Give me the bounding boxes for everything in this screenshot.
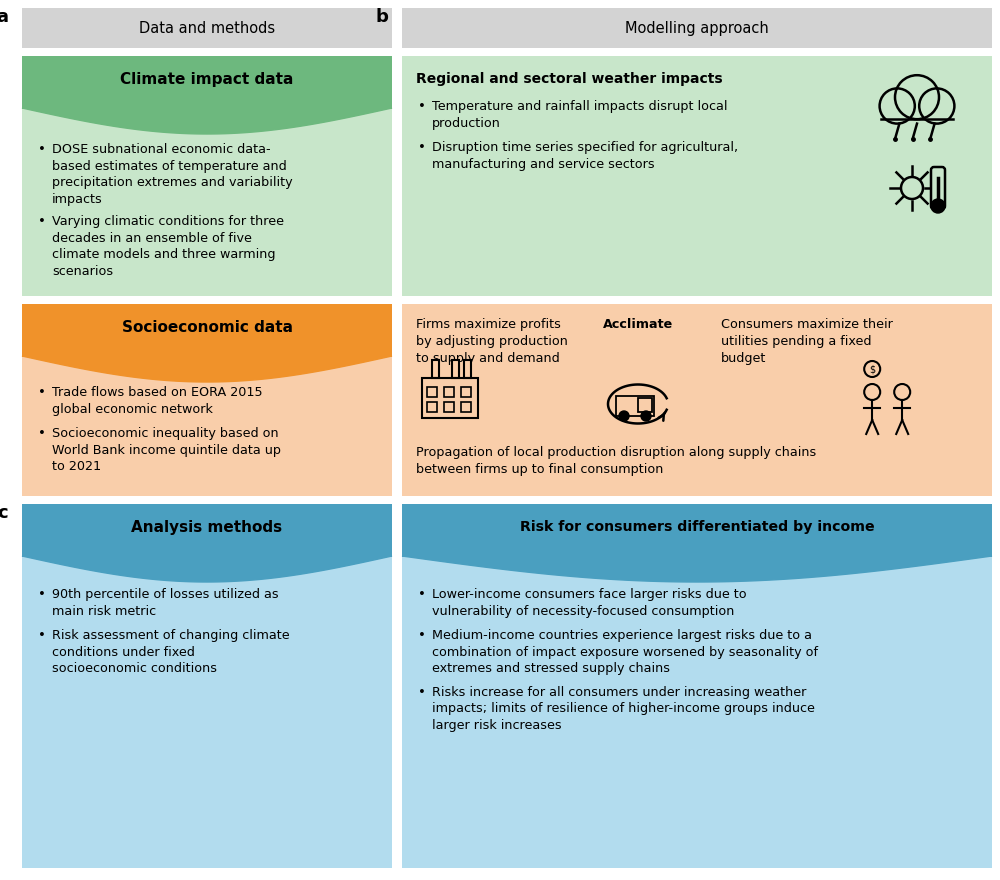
Text: •: • [418, 629, 426, 642]
Circle shape [641, 411, 651, 421]
Bar [461, 402, 471, 412]
Bar [427, 402, 437, 412]
Bar [402, 504, 992, 556]
Circle shape [901, 177, 923, 199]
Text: Varying climatic conditions for three
decades in an ensemble of five
climate mod: Varying climatic conditions for three de… [52, 215, 284, 277]
Bar [464, 360, 471, 378]
Bar [616, 396, 654, 416]
Text: b: b [375, 8, 388, 26]
Text: •: • [38, 629, 46, 642]
Circle shape [931, 199, 945, 213]
Text: Modelling approach: Modelling approach [625, 20, 769, 35]
Text: •: • [418, 141, 426, 154]
Text: Socioeconomic data: Socioeconomic data [122, 320, 292, 335]
Bar [444, 387, 454, 397]
Text: •: • [38, 427, 46, 440]
Bar [402, 504, 992, 868]
Text: Disruption time series specified for agricultural,
manufacturing and service sec: Disruption time series specified for agr… [432, 141, 738, 171]
FancyBboxPatch shape [931, 167, 945, 209]
Polygon shape [22, 108, 392, 134]
Bar [22, 8, 392, 48]
Bar [461, 387, 471, 397]
Text: •: • [38, 215, 46, 228]
Circle shape [919, 88, 954, 123]
Text: Regional and sectoral weather impacts: Regional and sectoral weather impacts [416, 72, 723, 86]
Text: Climate impact data: Climate impact data [120, 72, 294, 87]
Circle shape [619, 411, 629, 421]
Text: Temperature and rainfall impacts disrupt local
production: Temperature and rainfall impacts disrupt… [432, 100, 728, 129]
Text: DOSE subnational economic data-
based estimates of temperature and
precipitation: DOSE subnational economic data- based es… [52, 143, 293, 206]
Text: Propagation of local production disruption along supply chains
between firms up : Propagation of local production disrupti… [416, 446, 816, 476]
Text: Socioeconomic inequality based on
World Bank income quintile data up
to 2021: Socioeconomic inequality based on World … [52, 427, 281, 473]
Bar [22, 304, 392, 496]
Bar [422, 378, 478, 418]
Bar [22, 56, 392, 296]
Text: •: • [418, 686, 426, 699]
Text: Risk assessment of changing climate
conditions under fixed
socioeconomic conditi: Risk assessment of changing climate cond… [52, 629, 290, 675]
Polygon shape [22, 556, 392, 582]
Text: Firms maximize profits
by adjusting production
to supply and demand: Firms maximize profits by adjusting prod… [416, 318, 568, 365]
Text: Medium-income countries experience largest risks due to a
combination of impact : Medium-income countries experience large… [432, 629, 818, 675]
Text: •: • [418, 100, 426, 113]
Text: $: $ [869, 364, 875, 374]
Circle shape [880, 88, 915, 123]
Polygon shape [22, 356, 392, 382]
Bar [432, 360, 439, 378]
Text: •: • [38, 143, 46, 156]
Text: a: a [0, 8, 8, 26]
Text: •: • [418, 588, 426, 601]
Text: Consumers maximize their
utilities pending a fixed
budget: Consumers maximize their utilities pendi… [721, 318, 892, 365]
Text: •: • [38, 588, 46, 601]
Bar [452, 360, 459, 378]
Circle shape [895, 75, 939, 119]
Bar [22, 504, 392, 556]
Bar [22, 304, 392, 356]
Bar [444, 402, 454, 412]
Text: 90th percentile of losses utilized as
main risk metric: 90th percentile of losses utilized as ma… [52, 588, 279, 618]
Bar [432, 360, 439, 378]
Polygon shape [402, 556, 992, 582]
Bar [427, 387, 437, 397]
Text: Risk for consumers differentiated by income: Risk for consumers differentiated by inc… [520, 520, 874, 534]
Bar [452, 360, 459, 378]
Text: Analysis methods: Analysis methods [131, 520, 283, 535]
Text: Lower-income consumers face larger risks due to
vulnerability of necessity-focus: Lower-income consumers face larger risks… [432, 588, 747, 618]
Bar [638, 398, 652, 412]
Bar [402, 8, 992, 48]
Bar [402, 304, 992, 496]
Text: Data and methods: Data and methods [139, 20, 275, 35]
Bar [22, 504, 392, 868]
Bar [422, 378, 478, 418]
Bar [402, 56, 992, 296]
Text: c: c [0, 504, 8, 522]
Text: Trade flows based on EORA 2015
global economic network: Trade flows based on EORA 2015 global ec… [52, 386, 263, 415]
Text: Acclimate: Acclimate [603, 318, 673, 331]
Text: Risks increase for all consumers under increasing weather
impacts; limits of res: Risks increase for all consumers under i… [432, 686, 815, 731]
Bar [22, 56, 392, 108]
Bar [464, 360, 471, 378]
Bar [616, 396, 654, 416]
Text: •: • [38, 386, 46, 399]
